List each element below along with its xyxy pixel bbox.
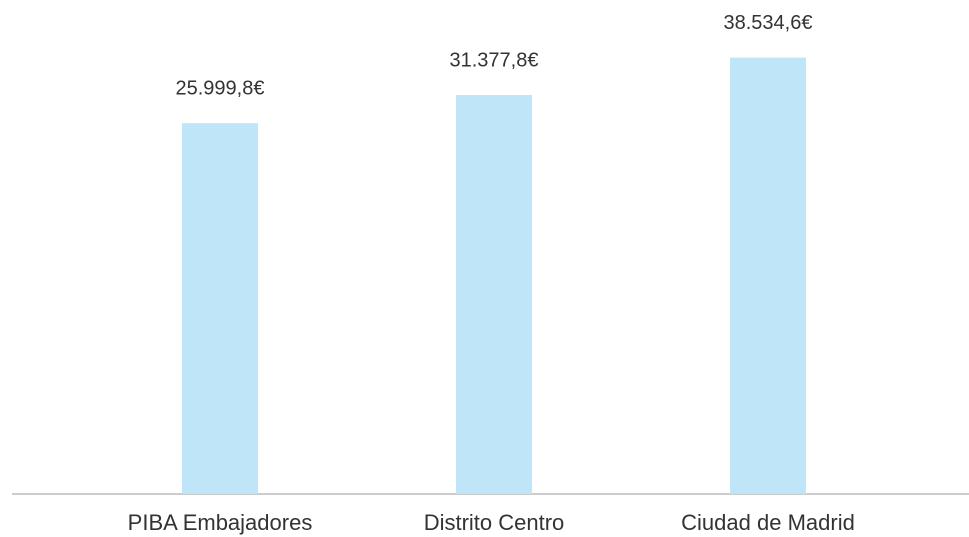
x-tick-label: PIBA Embajadores: [128, 510, 313, 535]
value-label: 25.999,8€: [176, 77, 265, 99]
x-tick-label: Distrito Centro: [424, 510, 565, 535]
bar: [182, 123, 258, 494]
bar: [456, 95, 532, 494]
x-tick-label: Ciudad de Madrid: [681, 510, 855, 535]
value-label: 31.377,8€: [450, 49, 539, 71]
value-label: 38.534,6€: [724, 12, 813, 34]
bar: [730, 57, 806, 494]
